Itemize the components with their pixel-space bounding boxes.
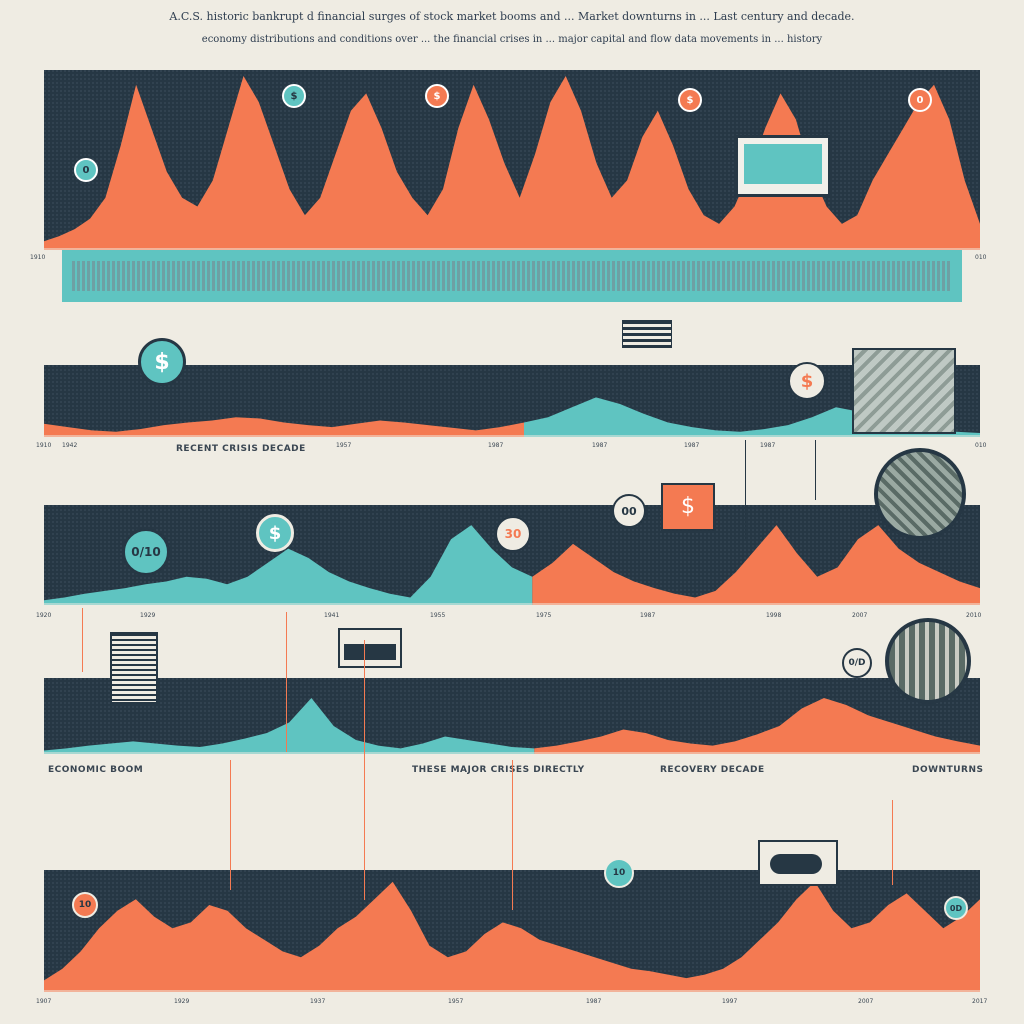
- pin-line-1: [82, 608, 83, 672]
- heading-h4: RECOVERY DECADE: [660, 765, 765, 775]
- marker-m13: 10: [72, 892, 98, 918]
- band-5-area-segment-1: [44, 881, 980, 992]
- table-chart-icon: [110, 632, 158, 704]
- marker-m12: 0/D: [842, 648, 872, 678]
- band-2-tick-6: 1987: [760, 442, 776, 449]
- chart-band-5: [44, 870, 980, 992]
- marker-m1: 0: [74, 158, 98, 182]
- monitor-icon: [735, 135, 831, 197]
- band-5-tick-4: 1987: [586, 998, 602, 1005]
- band-3-area-segment-2: [532, 525, 980, 605]
- heading-h1: RECENT CRISIS DECADE: [176, 444, 306, 454]
- band-3-tick-7: 2007: [852, 612, 868, 619]
- band-1-tick-right: 010: [975, 254, 987, 261]
- band-2-tick-5: 1987: [684, 442, 700, 449]
- band-3-tick-5: 1987: [640, 612, 656, 619]
- marker-m5: 0: [908, 88, 932, 112]
- band-2-tick-0: 1910: [36, 442, 52, 449]
- marker-m8: 0/10: [122, 528, 170, 576]
- band-1-svg: [44, 70, 980, 250]
- marker-m11: 00: [612, 494, 646, 528]
- caption-bar-1: [62, 250, 962, 302]
- marker-m15: 0D: [944, 896, 968, 920]
- marker-m6: $: [138, 338, 186, 386]
- band-3-tick-4: 1975: [536, 612, 552, 619]
- band-5-tick-7: 2017: [972, 998, 988, 1005]
- pin-line-3: [230, 760, 231, 890]
- heading-h2: ECONOMIC BOOM: [48, 765, 144, 775]
- money-stack-icon: [852, 348, 956, 434]
- marker-m7: $: [788, 362, 826, 400]
- marker-m14: 10: [604, 858, 634, 888]
- caption-bar-1-filler: [72, 261, 952, 291]
- money-circle-icon: [874, 448, 966, 540]
- marker-m9: $: [256, 514, 294, 552]
- chart-title-line-2: economy distributions and conditions ove…: [201, 34, 823, 45]
- band-2-tick-1: 1942: [62, 442, 78, 449]
- marker-m3: $: [425, 84, 449, 108]
- band-5-tick-1: 1929: [174, 998, 190, 1005]
- band-2-svg: [44, 365, 980, 437]
- chart-band-4: [44, 678, 980, 754]
- chart-band-1: [44, 70, 980, 250]
- band-3-tick-3: 1955: [430, 612, 446, 619]
- band-2-tick-3: 1987: [488, 442, 504, 449]
- dollar-sign-box: $: [661, 483, 715, 531]
- band-5-tick-6: 2007: [858, 998, 874, 1005]
- band-5-tick-3: 1957: [448, 998, 464, 1005]
- band-1-tick-left: 1910: [30, 254, 46, 261]
- band-5-tick-5: 1997: [722, 998, 738, 1005]
- band-2-tick-7: 010: [975, 442, 987, 449]
- pin-line-6: [745, 440, 746, 540]
- band-3-tick-2: 1941: [324, 612, 340, 619]
- chart-band-2: [44, 365, 980, 437]
- band-2-tick-2: 1957: [336, 442, 352, 449]
- chart-title-line-1: A.C.S. historic bankrupt d financial sur…: [169, 10, 855, 23]
- pin-line-2: [286, 612, 287, 752]
- city-icon: [885, 618, 971, 704]
- pin-line-7: [815, 440, 816, 500]
- band-1-area-segment-1: [44, 76, 980, 250]
- flag-icon: [622, 320, 672, 348]
- band-2-tick-4: 1987: [592, 442, 608, 449]
- landscape-icon: [338, 628, 402, 668]
- band-4-area-segment-1: [44, 698, 535, 754]
- pin-line-5: [512, 760, 513, 910]
- band-3-tick-0: 1920: [36, 612, 52, 619]
- marker-m4: $: [678, 88, 702, 112]
- band-5-tick-2: 1937: [310, 998, 326, 1005]
- bull-icon: [758, 840, 838, 886]
- band-3-tick-1: 1929: [140, 612, 156, 619]
- pin-line-8: [892, 800, 893, 885]
- band-2-area-segment-1: [44, 417, 524, 437]
- band-4-svg: [44, 678, 980, 754]
- heading-h3: THESE MAJOR CRISES DIRECTLY: [412, 765, 585, 775]
- pin-line-4: [364, 640, 365, 900]
- marker-m2: $: [282, 84, 306, 108]
- band-5-tick-0: 1907: [36, 998, 52, 1005]
- band-3-tick-8: 2010: [966, 612, 982, 619]
- band-3-area-segment-1: [44, 525, 533, 605]
- marker-m10: 30: [495, 516, 531, 552]
- chart-band-3: [44, 505, 980, 605]
- heading-h5: DOWNTURNS: [912, 765, 984, 775]
- band-3-tick-6: 1998: [766, 612, 782, 619]
- band-4-area-segment-2: [534, 698, 980, 754]
